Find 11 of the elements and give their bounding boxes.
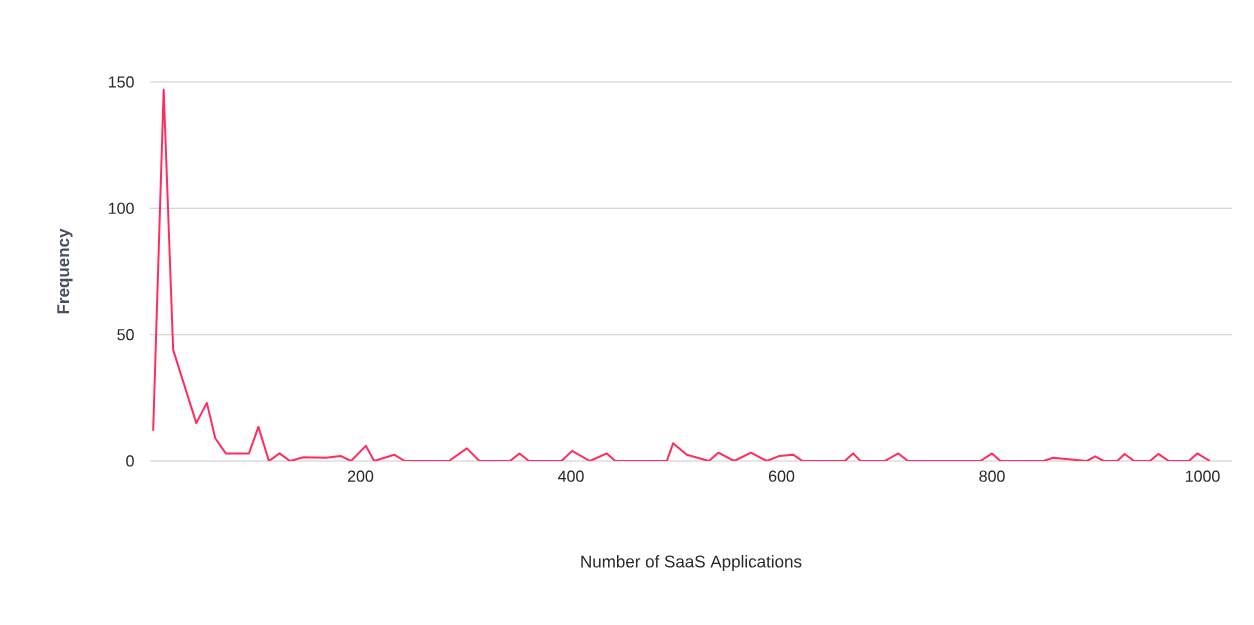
x-tick-label: 1000 xyxy=(1185,470,1220,482)
x-axis-title: Number of SaaS Applications xyxy=(581,555,802,571)
x-tick-label: 800 xyxy=(979,470,1005,482)
y-tick-label: 100 xyxy=(109,202,134,214)
y-tick-label: 0 xyxy=(126,455,134,467)
x-tick-label: 600 xyxy=(768,470,795,482)
x-tick-label: 400 xyxy=(558,470,584,482)
y-tick-label: 50 xyxy=(117,329,134,341)
y-tick-label: 150 xyxy=(109,76,134,88)
y-axis-title: Frequency xyxy=(57,228,73,314)
x-tick-label: 200 xyxy=(347,470,374,482)
